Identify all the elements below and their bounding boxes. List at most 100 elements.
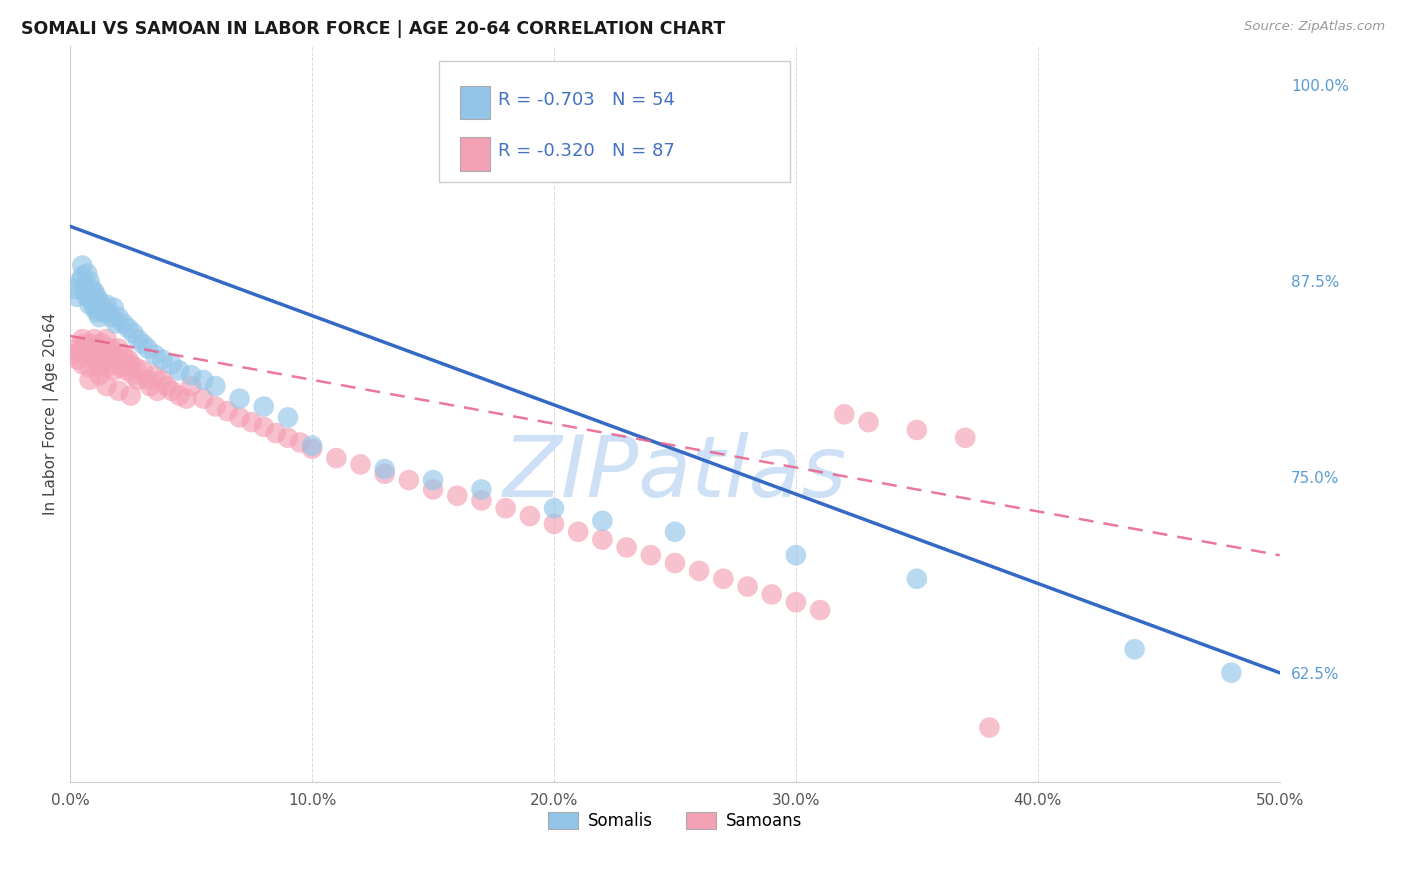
Point	[711, 572, 734, 586]
Point	[105, 352, 128, 367]
Point	[96, 360, 118, 375]
Point	[100, 342, 122, 356]
Point	[117, 352, 139, 367]
Point	[76, 290, 98, 304]
Point	[979, 721, 1001, 735]
Point	[146, 384, 169, 398]
Point	[277, 410, 299, 425]
Point	[785, 595, 807, 609]
Point	[591, 533, 613, 547]
Point	[143, 368, 166, 383]
Point	[470, 483, 492, 497]
Point	[96, 332, 118, 346]
Point	[86, 290, 108, 304]
Point	[785, 548, 807, 562]
Point	[253, 400, 276, 414]
Point	[132, 363, 155, 377]
Point	[100, 310, 122, 325]
Point	[62, 348, 84, 362]
Point	[150, 373, 173, 387]
Point	[90, 336, 112, 351]
Point	[905, 572, 928, 586]
Point	[120, 388, 142, 402]
Point	[143, 348, 166, 362]
Point	[136, 373, 159, 387]
FancyBboxPatch shape	[460, 86, 489, 120]
Point	[79, 373, 101, 387]
Point	[122, 326, 145, 340]
Point	[63, 282, 86, 296]
Point	[124, 360, 146, 375]
Point	[73, 336, 96, 351]
Point	[160, 384, 183, 398]
Point	[97, 352, 120, 367]
Point	[398, 473, 420, 487]
Point	[103, 348, 125, 362]
Point	[253, 419, 276, 434]
Point	[761, 587, 783, 601]
Point	[93, 352, 115, 367]
Point	[132, 336, 155, 351]
Point	[543, 516, 565, 531]
Point	[422, 473, 444, 487]
Point	[80, 282, 103, 296]
Point	[616, 541, 638, 555]
Point	[180, 379, 202, 393]
Point	[470, 493, 492, 508]
Point	[83, 301, 105, 315]
Point	[664, 524, 686, 539]
Point	[107, 342, 129, 356]
Point	[301, 442, 323, 456]
Point	[89, 368, 111, 383]
Y-axis label: In Labor Force | Age 20-64: In Labor Force | Age 20-64	[44, 313, 59, 516]
Point	[79, 342, 101, 356]
Point	[110, 360, 132, 375]
Point	[107, 310, 129, 325]
Point	[66, 352, 89, 367]
Point	[76, 348, 98, 362]
Point	[301, 439, 323, 453]
Text: R = -0.703   N = 54: R = -0.703 N = 54	[498, 91, 675, 109]
Point	[1220, 665, 1243, 680]
Point	[156, 379, 179, 393]
Point	[664, 556, 686, 570]
Point	[325, 451, 347, 466]
Point	[167, 388, 190, 402]
Point	[567, 524, 589, 539]
Point	[83, 332, 105, 346]
Point	[79, 360, 101, 375]
Point	[72, 259, 94, 273]
Point	[96, 379, 118, 393]
Point	[63, 342, 86, 356]
Point	[127, 332, 149, 346]
Point	[446, 489, 468, 503]
Point	[83, 352, 105, 367]
Text: SOMALI VS SAMOAN IN LABOR FORCE | AGE 20-64 CORRELATION CHART: SOMALI VS SAMOAN IN LABOR FORCE | AGE 20…	[21, 20, 725, 37]
Point	[136, 342, 159, 356]
Point	[519, 509, 541, 524]
FancyBboxPatch shape	[439, 61, 790, 182]
Point	[905, 423, 928, 437]
Text: ZIPatlas: ZIPatlas	[503, 432, 846, 515]
Point	[107, 384, 129, 398]
Point	[112, 317, 135, 331]
Point	[80, 336, 103, 351]
Point	[176, 392, 198, 406]
Point	[89, 348, 111, 362]
Point	[112, 348, 135, 362]
Point	[180, 368, 202, 383]
Point	[264, 426, 287, 441]
Point	[193, 392, 215, 406]
Point	[955, 431, 977, 445]
Point	[89, 360, 111, 375]
Point	[117, 321, 139, 335]
Point	[160, 357, 183, 371]
Point	[240, 415, 263, 429]
Point	[832, 407, 855, 421]
Point	[228, 392, 250, 406]
Point	[83, 285, 105, 299]
Point	[228, 410, 250, 425]
Point	[127, 373, 149, 387]
Point	[374, 462, 396, 476]
Point	[122, 368, 145, 383]
